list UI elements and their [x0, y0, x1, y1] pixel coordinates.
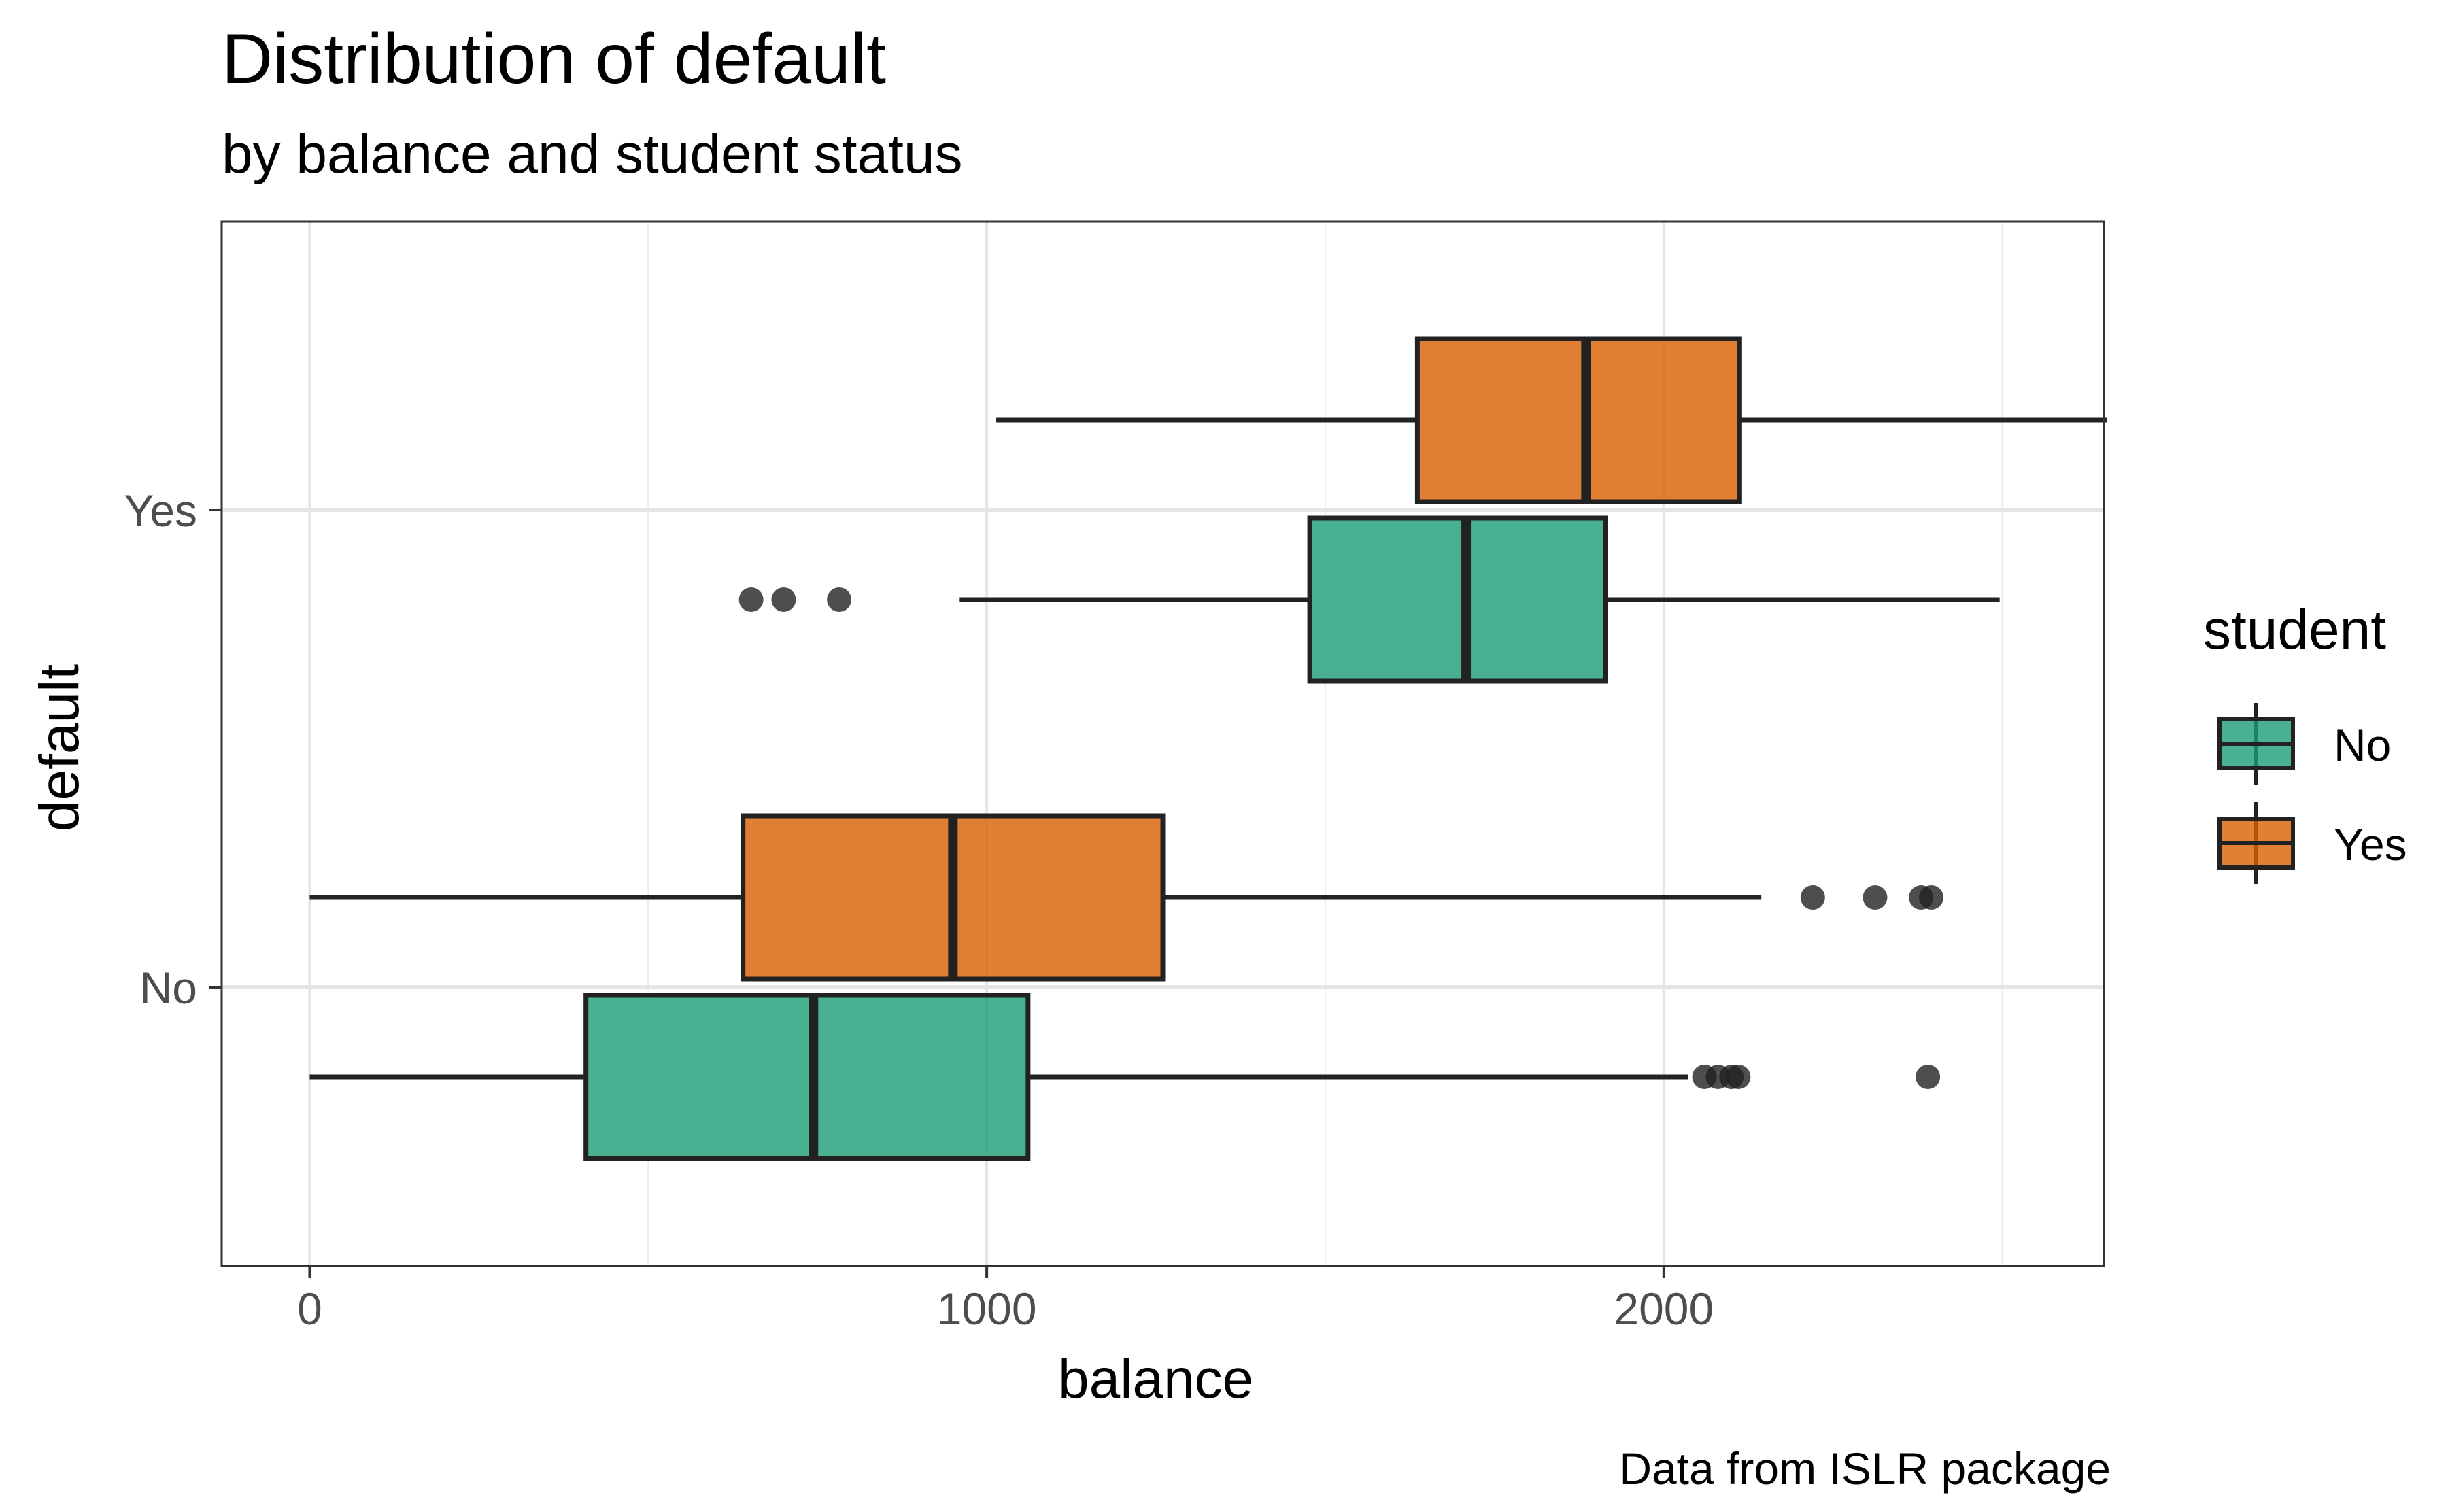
x-tick-label: 0: [297, 1284, 322, 1334]
legend-key-yes: [2217, 802, 2295, 884]
chart-title: Distribution of default: [222, 20, 886, 99]
outlier-point: [1863, 885, 1888, 910]
outlier-point: [1726, 1065, 1751, 1089]
outlier-point: [1800, 885, 1825, 910]
y-axis-label: default: [29, 664, 90, 832]
legend-key-no: [2217, 703, 2295, 785]
box-layer: [309, 336, 2107, 1161]
legend-label-no: No: [2334, 720, 2392, 770]
panel-border: [220, 220, 2105, 1267]
boxplot-no-yes: [738, 515, 2000, 684]
outlier-point: [738, 587, 764, 612]
legend-label-yes: Yes: [2334, 819, 2407, 870]
outlier-point: [827, 587, 852, 612]
box-iqr: [1307, 515, 1608, 684]
outlier-point: [771, 587, 796, 612]
box-iqr: [583, 993, 1031, 1161]
axis-layer: 0 1000 2000 No Yes: [124, 485, 1714, 1334]
boxplot-no-no: [309, 993, 1941, 1161]
y-tick-label: Yes: [124, 485, 197, 536]
legend-layer: [2217, 703, 2295, 884]
boxplot-yes-no: [309, 813, 1944, 982]
x-tick-label: 2000: [1614, 1284, 1714, 1334]
x-tick-label: 1000: [937, 1284, 1037, 1334]
outlier-point: [1916, 1065, 1941, 1089]
chart-subtitle: by balance and student status: [222, 123, 963, 185]
legend-title: student: [2203, 599, 2386, 661]
panel-background: [222, 222, 2104, 1266]
box-iqr: [1414, 336, 1742, 504]
outlier-point: [1919, 885, 1944, 910]
boxplot-yes-yes: [996, 336, 2107, 504]
x-axis-label: balance: [1058, 1348, 1254, 1410]
chart-caption: Data from ISLR package: [1619, 1443, 2111, 1494]
y-tick-label: No: [140, 963, 197, 1013]
